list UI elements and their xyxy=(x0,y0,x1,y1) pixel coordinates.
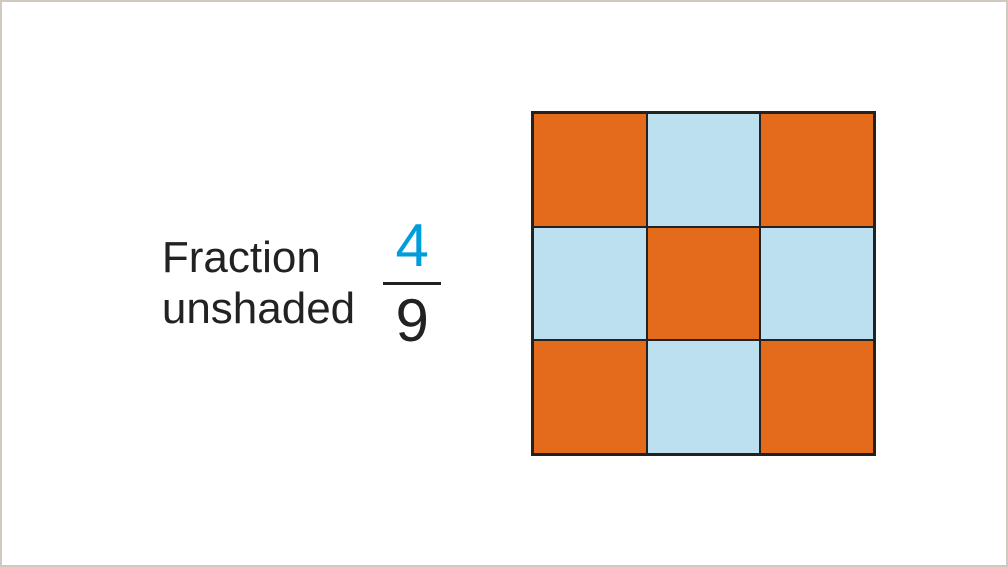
grid-cell-3 xyxy=(533,227,647,341)
label-line-1: Fraction xyxy=(162,233,355,284)
grid-cell-2 xyxy=(760,113,874,227)
grid-cell-8 xyxy=(760,340,874,454)
fraction: 4 9 xyxy=(383,216,441,351)
fraction-denominator: 9 xyxy=(395,285,428,351)
label-block: Fraction unshaded xyxy=(162,233,355,334)
grid-cell-1 xyxy=(647,113,761,227)
label-and-fraction: Fraction unshaded 4 9 xyxy=(162,216,441,351)
grid-cell-6 xyxy=(533,340,647,454)
fraction-grid xyxy=(531,111,876,456)
figure-frame: Fraction unshaded 4 9 xyxy=(0,0,1008,567)
grid-cell-4 xyxy=(647,227,761,341)
label-line-2: unshaded xyxy=(162,284,355,335)
grid-cell-7 xyxy=(647,340,761,454)
grid-cell-5 xyxy=(760,227,874,341)
figure-content: Fraction unshaded 4 9 xyxy=(2,2,1006,565)
fraction-numerator: 4 xyxy=(395,216,428,282)
grid-cell-0 xyxy=(533,113,647,227)
